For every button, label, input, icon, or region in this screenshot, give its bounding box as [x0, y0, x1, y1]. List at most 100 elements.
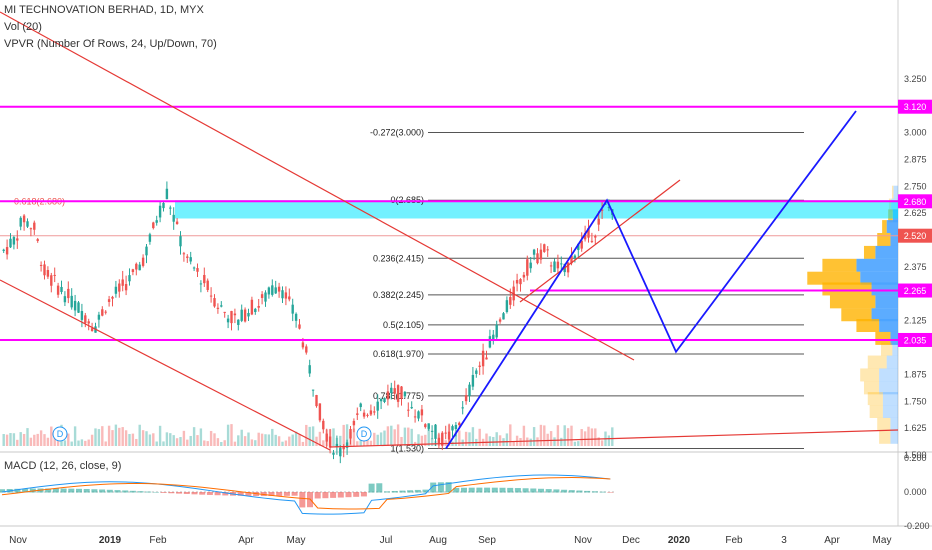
- volume-bar: [152, 433, 155, 446]
- macd-histogram-bar: [437, 482, 444, 493]
- macd-pane[interactable]: 0.200 0.000 -0.200: [0, 453, 930, 531]
- macd-histogram-bar: [391, 490, 398, 493]
- macd-histogram-bar: [129, 490, 136, 493]
- price-label-text: 2.520: [904, 231, 927, 241]
- volume-profile-up-bar: [879, 319, 898, 332]
- volume-profile-down-bar: [867, 355, 887, 369]
- candle-body: [536, 253, 539, 264]
- candle-body: [383, 397, 386, 403]
- volume-bar: [87, 439, 90, 446]
- candle-body: [243, 309, 247, 322]
- time-tick-label: 2020: [668, 535, 691, 546]
- candle-body: [451, 426, 454, 431]
- candle-body: [254, 308, 257, 313]
- candle-body: [294, 313, 298, 321]
- candle-body: [441, 432, 444, 446]
- volume-bar: [254, 440, 257, 446]
- candle-body: [162, 202, 165, 209]
- volume-bar: [264, 434, 267, 446]
- candle-body: [70, 295, 73, 308]
- macd-histogram-bar: [607, 492, 614, 493]
- price-tick-label: 2.125: [904, 316, 927, 326]
- candle-body: [203, 274, 206, 284]
- price-axis[interactable]: [898, 0, 932, 526]
- time-tick-label: 2019: [99, 535, 122, 546]
- volume-bar: [26, 428, 29, 446]
- macd-histogram-bar: [91, 489, 98, 493]
- volume-profile-down-bar: [807, 271, 861, 285]
- volume-bar: [539, 424, 543, 446]
- volume-bar: [271, 428, 274, 446]
- candle-body: [29, 228, 33, 230]
- macd-histogram-bar: [114, 490, 121, 493]
- candle-body: [315, 395, 318, 407]
- time-axis[interactable]: Nov 2019 Feb Apr May Jul Aug Sep Nov Dec 2020 Feb 3 A…: [9, 535, 891, 546]
- price-pane[interactable]: [0, 0, 898, 452]
- volume-bar: [16, 439, 19, 446]
- trend-lines[interactable]: [0, 11, 899, 451]
- candle-body: [420, 409, 424, 416]
- macd-histogram-bar: [222, 492, 229, 496]
- candle-body: [342, 446, 345, 450]
- candle-body: [274, 287, 277, 294]
- price-label-tag: [898, 228, 932, 243]
- candle-body: [60, 286, 63, 292]
- candle-body: [53, 274, 56, 276]
- candle-body: [9, 238, 12, 248]
- macd-histogram-bar: [29, 488, 36, 493]
- candle-body: [560, 263, 563, 265]
- volume-bar: [216, 438, 220, 446]
- candle-body: [2, 249, 5, 251]
- volume-profile-down-bar: [822, 282, 872, 296]
- candle-body: [216, 307, 220, 309]
- projection-leg: [445, 199, 608, 449]
- macd-histogram-bar: [499, 487, 506, 493]
- candle-body: [77, 302, 80, 313]
- magenta-levels[interactable]: [0, 105, 898, 341]
- candle-body: [148, 234, 152, 242]
- macd-histogram-bar: [76, 488, 82, 493]
- volume-bar: [67, 433, 70, 446]
- volume-bar: [580, 429, 583, 446]
- volume-profile-down-bar: [879, 430, 891, 444]
- volume-bar: [427, 424, 430, 446]
- candle-body: [277, 286, 281, 292]
- candle-body: [549, 265, 553, 267]
- volume-bar: [186, 439, 189, 446]
- volume-bar: [560, 437, 563, 446]
- volume-bar: [2, 434, 5, 446]
- fib-level-label: 0.5(2.105): [383, 320, 424, 330]
- price-label-tag: [898, 99, 932, 114]
- candle-body: [308, 365, 311, 374]
- volume-bar: [393, 429, 396, 446]
- volume-bar: [573, 441, 577, 446]
- candle-body: [322, 420, 325, 430]
- macd-histogram-bar: [461, 487, 467, 493]
- candle-body: [138, 264, 141, 271]
- volume-profile-up-bar: [886, 355, 898, 369]
- candle-body: [175, 221, 179, 225]
- price-tick-label: 2.625: [904, 208, 927, 218]
- volume-bars: [2, 424, 614, 446]
- candle-body: [543, 244, 546, 252]
- volume-bar: [141, 430, 145, 446]
- volume-bar: [267, 434, 271, 446]
- macd-histogram-bar: [214, 492, 221, 496]
- macd-histogram-bar: [137, 491, 144, 493]
- fib-level-label: 0.618(1.970): [373, 349, 424, 359]
- candle-body: [546, 249, 549, 251]
- candle-body: [532, 249, 536, 255]
- macd-histogram-bar: [160, 492, 167, 493]
- candle-body: [172, 214, 175, 222]
- macd-histogram-bar: [376, 483, 383, 493]
- projection-path[interactable]: [445, 110, 857, 450]
- volume-bar: [192, 427, 196, 446]
- price-tick-label: 1.500: [904, 450, 927, 460]
- volume-bar: [284, 440, 288, 446]
- volume-profile-up-bar: [890, 417, 898, 431]
- macd-histogram-bar: [530, 488, 537, 493]
- time-tick-label: Sep: [478, 535, 496, 546]
- candle-body: [67, 288, 70, 299]
- candle-body: [407, 409, 410, 411]
